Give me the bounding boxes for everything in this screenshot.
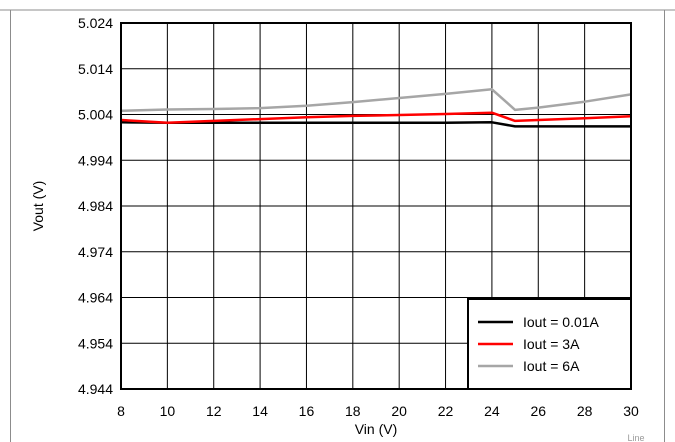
series-line-1 (120, 121, 631, 128)
x-tick-label: 28 (577, 403, 593, 419)
y-tick-label: 4.964 (78, 290, 113, 306)
x-tick-label: 22 (438, 403, 454, 419)
y-tick-label: 4.994 (78, 152, 113, 168)
x-tick-label: 30 (623, 403, 639, 419)
x-tick-label: 20 (391, 403, 407, 419)
x-tick-label: 14 (252, 403, 268, 419)
footnote: Line (627, 433, 644, 442)
y-tick-label: 4.944 (78, 381, 113, 397)
plot-area-border (120, 22, 632, 390)
y-axis-ticks: 4.944 4.954 4.964 4.974 4.984 4.994 5.004 5.014… (78, 15, 113, 397)
legend: Iout = 0.01A Iout = 3A Iout = 6A (467, 298, 632, 390)
x-axis-ticks: 8 10 12 14 16 18 20 22 24 26 28 30 (117, 403, 639, 419)
series-line-2 (120, 111, 632, 124)
x-tick-label: 26 (530, 403, 546, 419)
y-tick-label: 4.954 (78, 335, 113, 351)
x-axis-title: Vin (V) (355, 421, 398, 437)
x-tick-label: 24 (484, 403, 500, 419)
y-tick-label: 4.974 (78, 244, 113, 260)
x-tick-label: 18 (345, 403, 361, 419)
y-tick-label: 5.014 (78, 61, 113, 77)
x-tick-label: 10 (160, 403, 176, 419)
series-layer (120, 88, 632, 128)
x-tick-label: 12 (206, 403, 222, 419)
legend-label: Iout = 3A (523, 336, 580, 352)
y-tick-label: 5.024 (78, 15, 113, 31)
legend-label: Iout = 0.01A (523, 314, 600, 330)
series-line-3 (120, 88, 632, 113)
y-tick-label: 4.984 (78, 198, 113, 214)
x-tick-label: 16 (299, 403, 315, 419)
legend-label: Iout = 6A (523, 358, 580, 374)
y-axis-title: Vout (V) (30, 181, 46, 232)
x-tick-label: 8 (117, 403, 125, 419)
y-tick-label: 5.004 (78, 107, 113, 123)
